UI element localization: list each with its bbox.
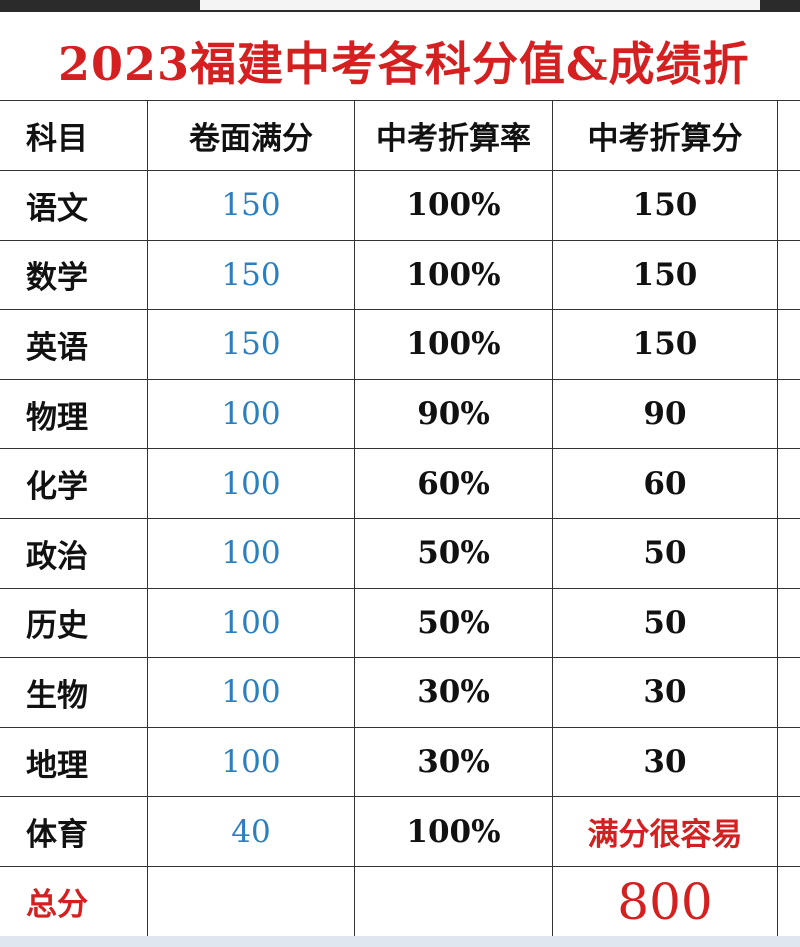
cell: 政治	[0, 519, 148, 589]
cell-empty	[778, 519, 800, 589]
cell: 化学	[0, 449, 148, 519]
cell: 英语	[0, 310, 148, 380]
column-header: 卷面满分	[148, 101, 355, 171]
cell-empty	[778, 241, 800, 311]
cell: 100	[148, 658, 355, 728]
cell-empty	[778, 797, 800, 867]
column-header: 科目	[0, 101, 148, 171]
cell: 150	[553, 240, 778, 311]
cell: 90%	[355, 379, 553, 450]
cell: 体育	[0, 797, 148, 867]
cell: 100	[148, 379, 355, 450]
cell: 100	[148, 519, 355, 589]
cell: 100	[148, 588, 355, 659]
cell: 60%	[355, 449, 553, 519]
title: 2023福建中考各科分值&成绩折	[58, 37, 750, 91]
cell: 150	[148, 310, 355, 380]
cell: 100%	[355, 240, 553, 311]
cell: 100	[148, 449, 355, 519]
cell: 30	[553, 658, 778, 728]
total-value: 800	[553, 867, 778, 937]
cell: 地理	[0, 727, 148, 798]
cell-empty	[778, 728, 800, 798]
cell-empty	[778, 589, 800, 659]
cell-empty	[778, 449, 800, 519]
cell: 50%	[355, 588, 553, 659]
cell: 50	[553, 519, 778, 589]
total-label: 总分	[0, 867, 148, 937]
cell: 生物	[0, 658, 148, 728]
top-bar-light	[200, 0, 760, 10]
cell-empty	[778, 380, 800, 450]
cell: 50%	[355, 519, 553, 589]
cell: 60	[553, 449, 778, 519]
cell: 历史	[0, 588, 148, 659]
cell: 100%	[355, 171, 553, 241]
cell: 50	[553, 588, 778, 659]
cell: 150	[553, 171, 778, 241]
cell-empty	[355, 867, 553, 937]
cell: 100%	[355, 310, 553, 380]
cell: 满分很容易	[553, 797, 778, 867]
column-header: 中考折算率	[355, 101, 553, 171]
cell: 150	[553, 310, 778, 380]
cell: 40	[148, 797, 355, 867]
cell: 150	[148, 171, 355, 241]
cell: 数学	[0, 240, 148, 311]
table: 科目 卷面满分 中考折算率 中考折算分 语文 150 100% 150 数学 150 100% 150…	[0, 100, 800, 937]
cell-empty	[778, 310, 800, 380]
cell-empty	[778, 658, 800, 728]
column-header: 中考折算分	[553, 101, 778, 171]
cell-empty	[148, 867, 355, 937]
cell-empty	[778, 101, 800, 171]
cell: 30	[553, 727, 778, 798]
cell: 100	[148, 727, 355, 798]
cell: 物理	[0, 379, 148, 450]
cell-empty	[778, 171, 800, 241]
cell: 100%	[355, 797, 553, 867]
cell: 90	[553, 379, 778, 450]
cell: 30%	[355, 727, 553, 798]
cell: 30%	[355, 658, 553, 728]
cell-empty	[778, 867, 800, 937]
bottom-bar	[0, 936, 800, 947]
cell: 语文	[0, 171, 148, 241]
cell: 150	[148, 240, 355, 311]
